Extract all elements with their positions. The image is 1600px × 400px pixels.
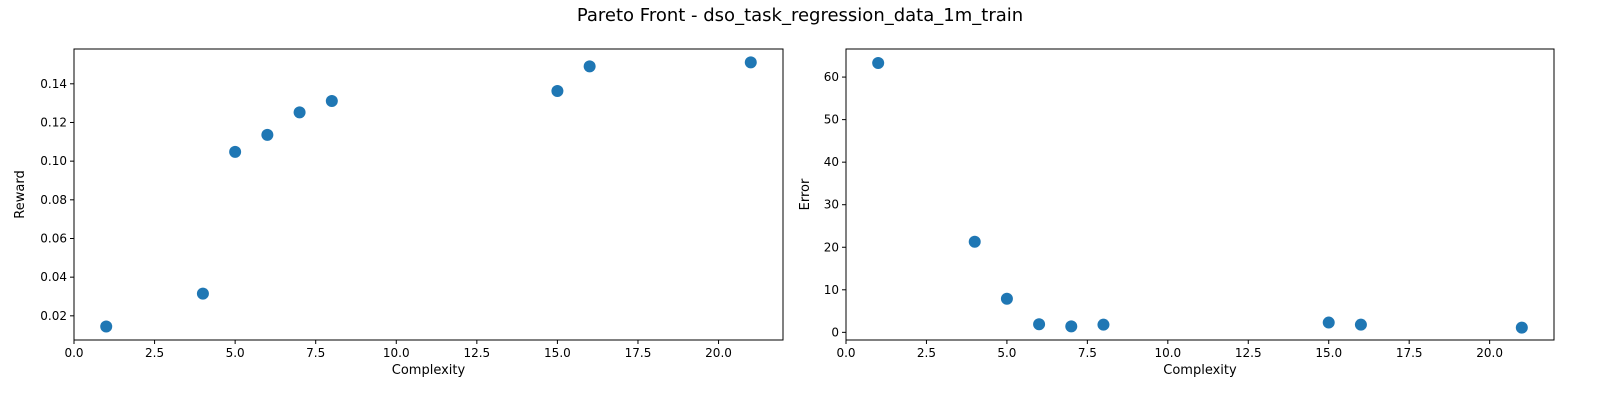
figure-title: Pareto Front - dso_task_regression_data_… bbox=[576, 5, 1024, 26]
reward-x-tick-label: 20.0 bbox=[705, 346, 732, 360]
error-y-tick-label: 60 bbox=[824, 70, 839, 84]
reward-data-point bbox=[196, 287, 209, 300]
error-x-tick-label: 5.0 bbox=[997, 346, 1016, 360]
error-x-tick-label: 2.5 bbox=[917, 346, 936, 360]
error-data-point bbox=[1033, 318, 1046, 331]
reward-plot: 0.0 2.5 5.0 7.5 10.0 12.5 15.0 17.5 20.0 0.02 0.04… bbox=[13, 48, 784, 378]
error-data-point bbox=[1322, 316, 1335, 329]
reward-x-tick-label: 0.0 bbox=[64, 346, 83, 360]
reward-y-tick-label: 0.06 bbox=[40, 231, 67, 245]
error-y-tick-label: 40 bbox=[824, 155, 839, 169]
reward-x-tick-label: 12.5 bbox=[463, 346, 490, 360]
reward-x-tick-label: 5.0 bbox=[226, 346, 245, 360]
reward-y-tick-label: 0.08 bbox=[40, 193, 67, 207]
error-data-point bbox=[1097, 318, 1110, 331]
error-data-point bbox=[1515, 321, 1528, 334]
error-x-tick-label: 0.0 bbox=[836, 346, 855, 360]
error-y-tick-label: 10 bbox=[824, 283, 839, 297]
error-data-point bbox=[872, 57, 885, 70]
reward-data-point bbox=[293, 106, 306, 119]
error-x-axis-label: Complexity bbox=[1163, 363, 1237, 378]
error-y-tick-label: 0 bbox=[831, 325, 839, 339]
error-data-point bbox=[1000, 292, 1013, 305]
reward-y-tick-label: 0.14 bbox=[40, 77, 67, 91]
error-x-tick-label: 15.0 bbox=[1315, 346, 1342, 360]
reward-y-tick-label: 0.04 bbox=[40, 270, 67, 284]
reward-plot-frame bbox=[73, 48, 784, 341]
reward-x-tick-label: 17.5 bbox=[625, 346, 652, 360]
error-data-point bbox=[968, 235, 981, 248]
reward-data-point bbox=[100, 320, 113, 333]
reward-y-tick-label: 0.10 bbox=[40, 154, 67, 168]
reward-data-point bbox=[229, 145, 242, 158]
error-x-tick-label: 7.5 bbox=[1078, 346, 1097, 360]
error-plot: 0.0 2.5 5.0 7.5 10.0 12.5 15.0 17.5 20.0 0 10 20 30 4… bbox=[798, 48, 1555, 378]
error-data-point bbox=[1065, 320, 1078, 333]
reward-y-axis-label: Reward bbox=[13, 170, 28, 218]
reward-y-tick-label: 0.02 bbox=[40, 309, 67, 323]
error-y-axis-label: Error bbox=[798, 178, 813, 210]
reward-data-point bbox=[325, 95, 338, 108]
error-x-tick-label: 20.0 bbox=[1476, 346, 1503, 360]
reward-x-tick-label: 7.5 bbox=[306, 346, 325, 360]
reward-data-point bbox=[744, 56, 757, 69]
error-y-tick-label: 20 bbox=[824, 240, 839, 254]
error-x-tick-label: 17.5 bbox=[1396, 346, 1423, 360]
reward-data-point bbox=[583, 60, 596, 73]
error-x-tick-label: 12.5 bbox=[1235, 346, 1262, 360]
reward-x-axis-label: Complexity bbox=[392, 363, 466, 378]
error-x-tick-label: 10.0 bbox=[1154, 346, 1181, 360]
reward-data-point bbox=[261, 128, 274, 141]
reward-data-point bbox=[551, 84, 564, 97]
error-plot-frame bbox=[845, 48, 1555, 341]
reward-x-tick-label: 10.0 bbox=[383, 346, 410, 360]
reward-x-tick-label: 2.5 bbox=[145, 346, 164, 360]
reward-x-tick-label: 15.0 bbox=[544, 346, 571, 360]
error-data-point bbox=[1354, 318, 1367, 331]
error-y-tick-label: 50 bbox=[824, 113, 839, 127]
reward-y-tick-label: 0.12 bbox=[40, 115, 67, 129]
error-y-tick-label: 30 bbox=[824, 198, 839, 212]
